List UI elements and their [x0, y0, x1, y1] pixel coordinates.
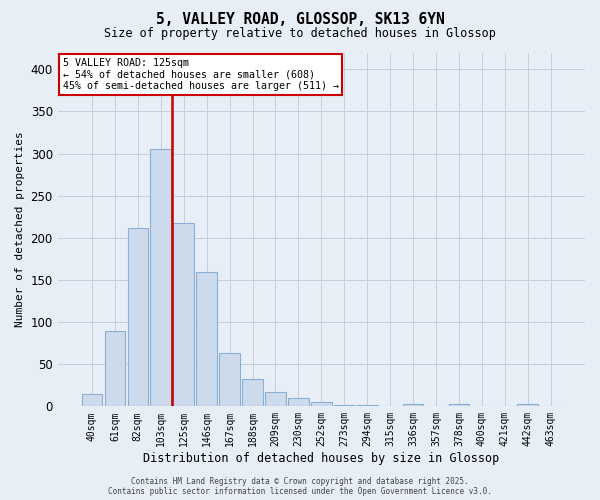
Bar [196, 272, 217, 406]
Bar [219, 354, 240, 406]
Bar [517, 404, 538, 406]
Text: 5, VALLEY ROAD, GLOSSOP, SK13 6YN: 5, VALLEY ROAD, GLOSSOP, SK13 6YN [155, 12, 445, 28]
Bar [288, 398, 309, 406]
X-axis label: Distribution of detached houses by size in Glossop: Distribution of detached houses by size … [143, 452, 499, 465]
Text: 5 VALLEY ROAD: 125sqm
← 54% of detached houses are smaller (608)
45% of semi-det: 5 VALLEY ROAD: 125sqm ← 54% of detached … [63, 58, 339, 91]
Y-axis label: Number of detached properties: Number of detached properties [15, 132, 25, 328]
Text: Size of property relative to detached houses in Glossop: Size of property relative to detached ho… [104, 28, 496, 40]
Bar [128, 228, 148, 406]
Text: Contains HM Land Registry data © Crown copyright and database right 2025.
Contai: Contains HM Land Registry data © Crown c… [108, 476, 492, 496]
Bar [173, 222, 194, 406]
Bar [242, 380, 263, 406]
Bar [311, 402, 332, 406]
Bar [357, 404, 377, 406]
Bar [265, 392, 286, 406]
Bar [449, 404, 469, 406]
Bar [104, 330, 125, 406]
Bar [82, 394, 102, 406]
Bar [403, 404, 424, 406]
Bar [151, 150, 171, 406]
Bar [334, 404, 355, 406]
